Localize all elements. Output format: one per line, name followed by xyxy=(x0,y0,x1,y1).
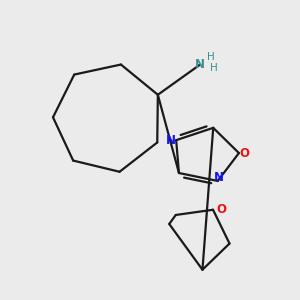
Text: H: H xyxy=(210,63,218,73)
Text: O: O xyxy=(239,146,249,160)
Text: N: N xyxy=(195,58,205,71)
Text: N: N xyxy=(214,172,224,184)
Text: H: H xyxy=(207,52,215,62)
Text: N: N xyxy=(166,134,176,147)
Text: O: O xyxy=(216,203,226,216)
